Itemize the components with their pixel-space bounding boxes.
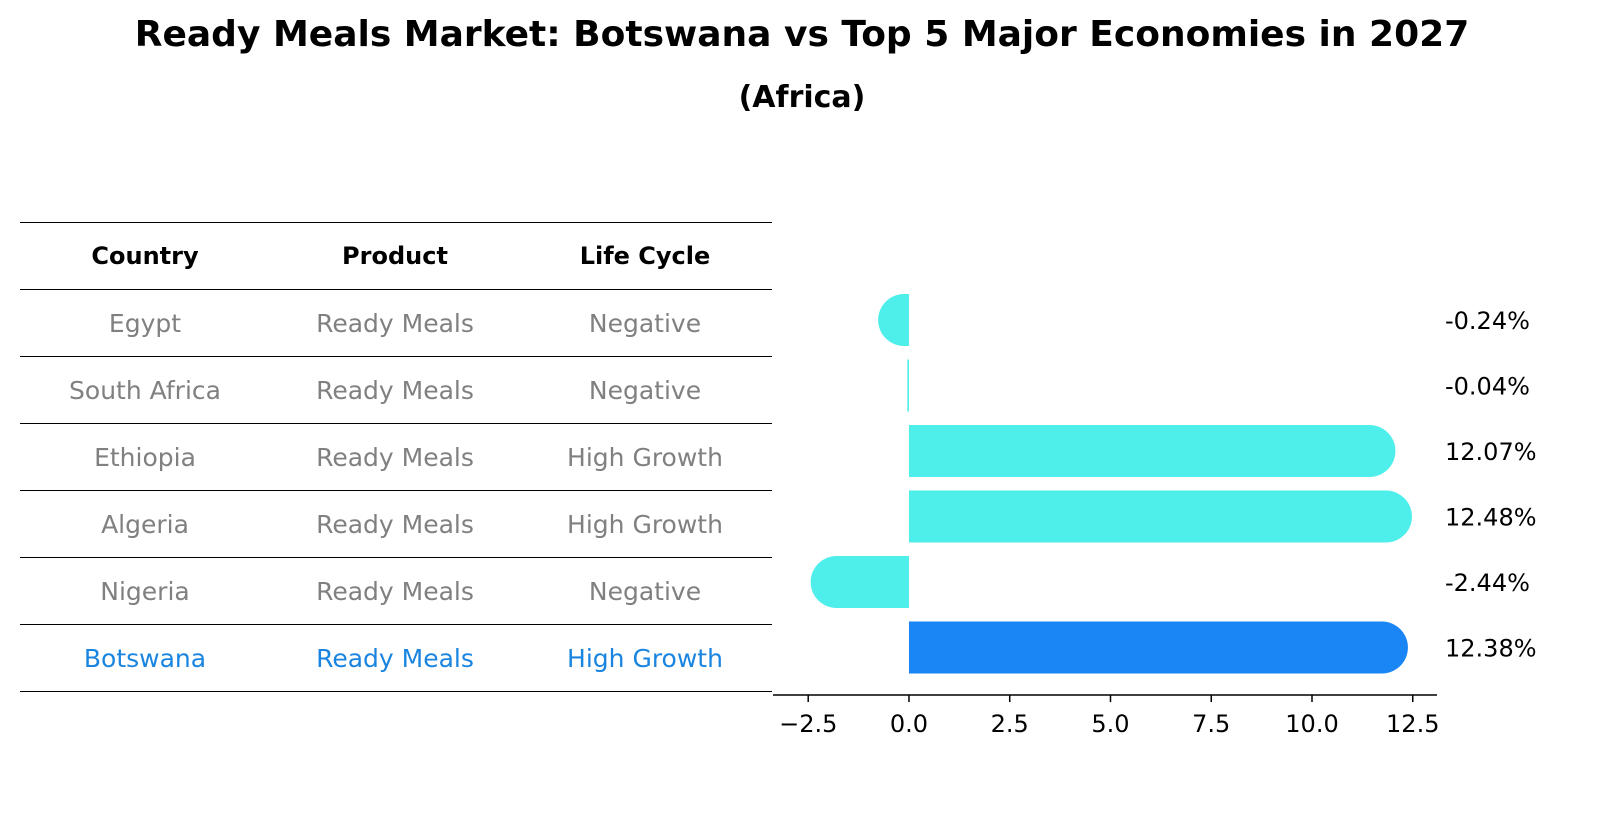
- cell-life-cycle: High Growth: [567, 509, 723, 539]
- x-tick-label: 5.0: [1091, 710, 1129, 738]
- x-tick-label: 7.5: [1192, 710, 1230, 738]
- chart-subtitle: (Africa): [738, 80, 866, 115]
- table-row-highlight: Botswana Ready Meals High Growth: [20, 625, 772, 692]
- bar-value-label: 12.48%: [1445, 504, 1537, 532]
- table-row: South Africa Ready Meals Negative: [20, 357, 772, 424]
- cell-country: Algeria: [101, 509, 189, 539]
- cell-country: Ethiopia: [94, 442, 196, 472]
- cell-life-cycle: Negative: [588, 308, 702, 338]
- cell-life-cycle: High Growth: [567, 442, 723, 472]
- bar-value-label: 12.38%: [1445, 635, 1537, 663]
- bar-algeria: [908, 490, 1412, 543]
- bar-value-label: -2.44%: [1445, 569, 1530, 597]
- header-product: Product: [342, 242, 448, 270]
- cell-product: Ready Meals: [316, 576, 474, 606]
- bar-value-label: -0.24%: [1445, 307, 1530, 335]
- cell-product: Ready Meals: [316, 375, 474, 405]
- x-tick-label: −2.5: [779, 710, 837, 738]
- chart-title: Ready Meals Market: Botswana vs Top 5 Ma…: [134, 14, 1470, 55]
- cell-country: Botswana: [83, 643, 207, 673]
- bar-chart: -0.24% -0.04% 12.07% 12.48% -2.44% 12.38% −2.5…: [773, 294, 1537, 738]
- table-row: Nigeria Ready Meals Negative: [20, 558, 772, 625]
- header-life-cycle: Life Cycle: [579, 242, 711, 270]
- table-row: Ethiopia Ready Meals High Growth: [20, 424, 772, 491]
- cell-product: Ready Meals: [316, 509, 474, 539]
- bar-botswana: [908, 621, 1408, 674]
- table-row: Egypt Ready Meals Negative: [20, 290, 772, 357]
- table-row: Algeria Ready Meals High Growth: [20, 491, 772, 558]
- cell-life-cycle: High Growth: [567, 643, 723, 673]
- bar-ethiopia: [908, 425, 1396, 477]
- bar-south-africa: [907, 359, 909, 412]
- cell-life-cycle: Negative: [588, 576, 702, 606]
- header-country: Country: [91, 242, 199, 270]
- cell-life-cycle: Negative: [588, 375, 702, 405]
- bar-egypt: [878, 294, 909, 346]
- cell-country: Egypt: [108, 308, 182, 338]
- cell-product: Ready Meals: [316, 308, 474, 338]
- bar-value-label: -0.04%: [1445, 373, 1530, 401]
- country-table: Country Product Life Cycle Egypt Ready M…: [20, 222, 772, 692]
- table-header-row: Country Product Life Cycle: [20, 223, 772, 290]
- cell-product: Ready Meals: [316, 442, 474, 472]
- cell-product: Ready Meals: [316, 643, 474, 673]
- x-tick-label: 2.5: [991, 710, 1029, 738]
- bar-value-label: 12.07%: [1445, 438, 1537, 466]
- x-tick-label: 0.0: [890, 710, 928, 738]
- x-tick-label: 12.5: [1386, 710, 1439, 738]
- bar-nigeria: [810, 556, 909, 608]
- cell-country: South Africa: [69, 375, 221, 405]
- x-tick-label: 10.0: [1285, 710, 1338, 738]
- cell-country: Nigeria: [100, 576, 190, 606]
